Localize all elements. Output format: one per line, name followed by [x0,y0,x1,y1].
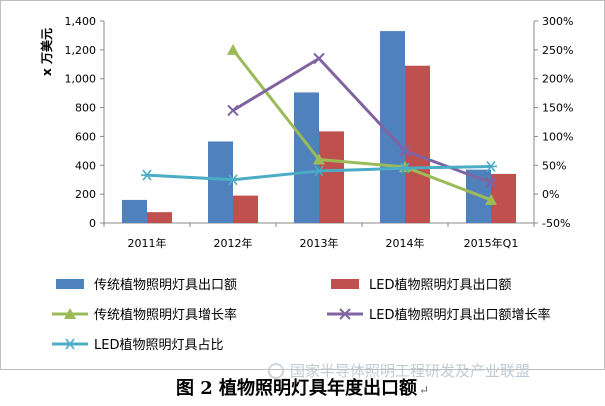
watermark-text: 国家半导体照明工程研发及产业联盟 [290,362,531,380]
marker-stroke [339,308,351,320]
data-point [485,176,497,189]
bar [294,92,319,224]
legend-item: 传统植物照明灯具出口额 [56,278,237,293]
bar [319,131,344,223]
y-tick-label-left: 1,200 [65,44,97,57]
series-line [231,48,492,202]
watermark: 国家半导体照明工程研发及产业联盟 [268,360,530,381]
chart-svg: 0 200 400 600 800 1,000 1,200 1,400 -50% 0% 50% 100… [39,15,573,353]
bar [491,173,516,223]
x-tick-label: 2013年 [300,236,339,250]
legend-label: LED植物照明灯具占比 [94,338,223,353]
data-point [313,153,325,165]
x-tick-label: 2011年 [128,236,167,250]
marker-stroke [399,145,411,157]
bar [208,141,233,223]
bar [405,65,430,223]
data-point [485,193,497,205]
y2-tick-label: 300% [542,15,573,28]
y-tick-label-left: 0 [89,217,96,230]
chart-frame: 0 200 400 600 800 1,000 1,200 1,400 -50% 0% 50% 100… [0,0,605,370]
data-point [227,43,239,55]
legend-marker [64,308,76,319]
caption-text: 图 2 植物照明灯具年度出口额 [175,378,417,399]
y2-tick-label: 150% [542,102,573,115]
y2-tick-label: -50% [542,217,570,230]
legend-label: LED植物照明灯具出口额增长率 [369,307,550,323]
legend-marker [339,308,351,320]
data-point [141,169,153,181]
legend-marker [64,338,76,350]
data-point [399,145,411,157]
y2-tick-label: 0% [542,188,559,201]
x-tick-label: 2014年 [386,236,425,250]
bar [147,212,172,223]
marker-stroke [228,174,238,186]
data-point [227,104,239,117]
figure-caption: 图 2 植物照明灯具年度出口额 ↵ [0,374,605,400]
data-point [313,52,325,65]
bar [122,199,147,223]
y-tick-label-left: 1,000 [65,73,97,86]
legend-item: LED植物照明灯具占比 [52,338,223,353]
legend-item: LED植物照明灯具出口额增长率 [327,307,550,323]
marker-stroke [485,176,497,189]
marker-stroke [227,104,239,117]
marker-stroke [400,162,410,174]
legend-item: 传统植物照明灯具增长率 [52,307,237,323]
legend-item: LED植物照明灯具出口额 [331,278,511,293]
x-tick-label: 2012年 [214,236,253,250]
data-point [227,174,239,186]
marker-stroke [65,338,75,350]
marker-stroke [486,160,496,172]
bar [233,195,258,223]
y2-tick-label: 200% [542,73,573,86]
x-tick-label: 2015年Q1 [464,236,519,250]
y-tick-label-left: 1,400 [65,15,97,28]
y2-tick-label: 250% [542,44,573,57]
marker-stroke [313,52,325,65]
y2-tick-label: 100% [542,130,573,143]
watermark-logo-icon [268,362,284,379]
legend-label: LED植物照明灯具出口额 [369,278,511,293]
y2-tick-label: 50% [542,159,566,172]
return-mark: ↵ [419,383,430,397]
legend-label: 传统植物照明灯具增长率 [94,307,237,323]
legend-swatch [331,279,359,289]
data-point [313,165,325,177]
data-point [485,160,497,172]
y-tick-label-left: 600 [75,130,96,143]
legend-swatch [56,279,84,289]
y-tick-label-left: 800 [75,102,96,115]
y-tick-label-left: 400 [75,159,96,172]
marker-stroke [314,165,324,177]
marker-stroke [142,169,152,181]
legend-label: 传统植物照明灯具出口额 [94,278,237,293]
y-tick-label-left: 200 [75,188,96,201]
data-point [399,162,411,174]
y-axis-label: x 万美元 [39,28,54,76]
